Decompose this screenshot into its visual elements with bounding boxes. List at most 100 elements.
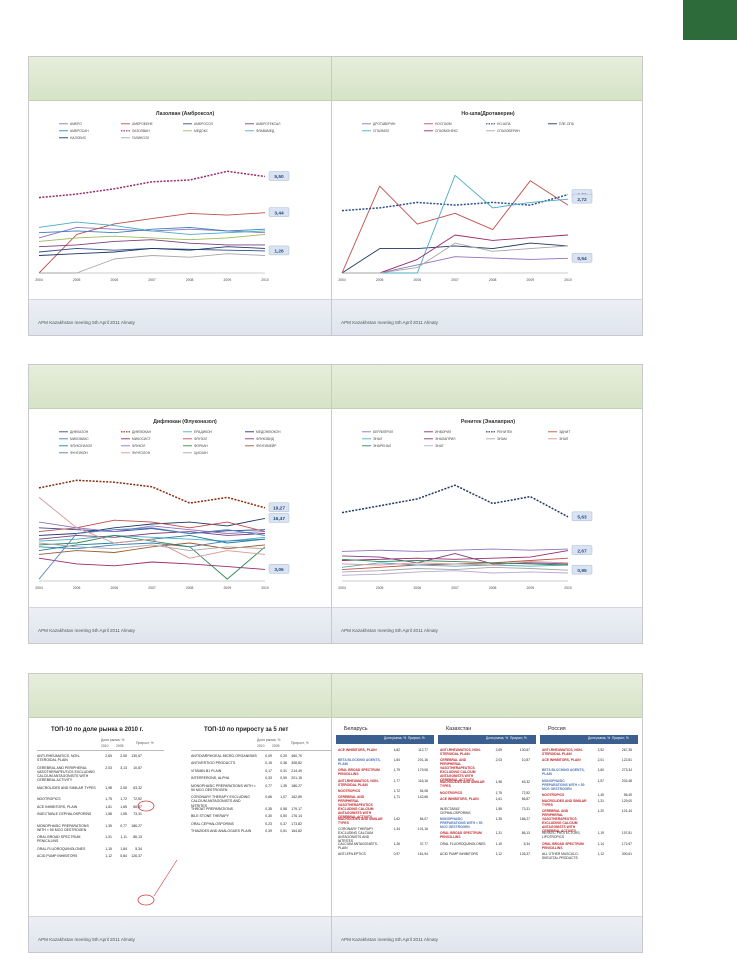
row-value: 1,35 bbox=[280, 783, 287, 788]
growth-head: Прирост, % bbox=[510, 736, 527, 740]
series-line bbox=[341, 570, 569, 576]
x-tick-label: 2007 bbox=[148, 586, 156, 590]
row-value: 86,13 bbox=[133, 835, 142, 840]
legend-label: АМБРОСАН bbox=[70, 129, 89, 133]
end-value-label: 2,67 bbox=[577, 548, 587, 554]
table-row: VITAMIN B1 PLAIN 0,17 0,31 214,49 bbox=[191, 769, 302, 773]
legend-label: МЕДОКС bbox=[194, 129, 209, 133]
country-table-header: Доля рынка, % Прирост, % bbox=[438, 735, 536, 744]
x-tick-label: 2007 bbox=[148, 278, 156, 282]
chart-title: Дифлюкан (Флуконазол) bbox=[153, 418, 217, 425]
country-row: MONOPHASIC PREPARATIONS WITH < 50 MCG OE… bbox=[440, 817, 530, 829]
footer-text: APM Kazakhstan meeting 5th April 2011 Al… bbox=[341, 320, 438, 325]
slide-diflucan: Дифлюкан (Флуконазол) ДИФЛАЗОН ДИФЛЮКАН ЕРА… bbox=[28, 364, 340, 644]
table-row: INTERFERONS, ALPHA 0,33 0,59 201,15 bbox=[191, 776, 302, 780]
row-value: 0,29 bbox=[280, 754, 287, 758]
growth-value: 142,66 bbox=[417, 795, 428, 799]
series-line bbox=[341, 484, 569, 518]
row-value: 1,65 bbox=[120, 804, 127, 809]
row-value: 2,06 bbox=[120, 785, 127, 790]
row-label: MONOPHASIC PREPARATIONS WITH < 50 MCG OE… bbox=[191, 783, 256, 792]
end-value-box bbox=[571, 511, 593, 522]
table-row: CORONARY THERAPY EXCLUDING CALCIUM ANTAG… bbox=[191, 795, 302, 808]
series-line bbox=[38, 534, 266, 580]
row-label: ANTI-EPILEPTICS bbox=[338, 851, 366, 856]
row-value: 2,06 bbox=[120, 754, 127, 758]
share-head: Доля рынка, % bbox=[486, 736, 509, 740]
end-value-label: 5,63 bbox=[577, 515, 587, 521]
growth-value: 54,08 bbox=[419, 788, 428, 793]
row-value: 201,15 bbox=[291, 776, 302, 781]
growth-value: 101,16 bbox=[417, 827, 428, 832]
row-label: ORAL BROAD SPECTRUM PENICILLINS bbox=[37, 835, 81, 844]
slide-footer: APM Kazakhstan meeting 5th April 2011 Al… bbox=[332, 299, 642, 335]
legend-label: ЭНАЛ bbox=[373, 437, 382, 441]
row-label: ANTI-RHEUMATICS, NON-STEROIDAL PLAIN bbox=[37, 754, 80, 763]
country-table-header: Доля рынка, % Прирост, % bbox=[336, 735, 434, 744]
row-label: ALL OTHER MUSCULO-SKELETAL PRODUCTS bbox=[542, 851, 579, 860]
slide-lazolvan: Лазолван (Амброксол) АМБРО АМБРОБЕНЕ АМБРОС… bbox=[28, 56, 340, 336]
table-row: MONOPHASIC PREPARATIONS WITH < 50 MCG OE… bbox=[191, 784, 302, 792]
x-tick-label: 2008 bbox=[186, 278, 194, 282]
footer-text: APM Kazakhstan meeting 5th April 2011 Al… bbox=[341, 628, 438, 633]
legend-label: ДРОТАВЕРИН bbox=[373, 122, 396, 126]
chart-title: Ренитек (Эналаприл) bbox=[461, 419, 515, 425]
country-row: CEREBRAL AND PERIPHERAL VASOTHERAPEUTICS… bbox=[440, 758, 530, 782]
country-row: NOOTROPICS 1,75 72,52 bbox=[440, 791, 530, 795]
legend-label: ФУНГОЛОН bbox=[132, 451, 151, 455]
row-label: HEPATIC PROTECTORS, LIPOTROPICS bbox=[542, 831, 581, 840]
row-label: ORAL FLUOROQUINOLONES bbox=[440, 841, 486, 846]
x-tick-label: 2004 bbox=[35, 586, 43, 590]
country-row: HEPATIC PROTECTORS, LIPOTROPICS 1,19 197,8… bbox=[542, 831, 632, 839]
country-row: ACID PUMP INHIBITORS 1,12 126,37 bbox=[440, 852, 530, 856]
growth-value: 63,32 bbox=[521, 780, 530, 785]
end-value-box bbox=[571, 193, 593, 204]
row-value: 1,15 bbox=[105, 846, 112, 851]
row-value: 0,23 bbox=[265, 821, 272, 826]
series-line bbox=[341, 548, 569, 552]
country-row: BETA BLOCKING AGENTS, PLAIN 1,60 273,34 bbox=[542, 768, 632, 776]
x-tick-label: 2009 bbox=[527, 278, 535, 282]
slide-header bbox=[332, 674, 642, 718]
x-tick-label: 2006 bbox=[414, 586, 422, 590]
share-value: 4,82 bbox=[393, 748, 400, 752]
row-label: INJECTABLE CEPHALOSPORINS bbox=[440, 807, 471, 815]
growth-value: 161,94 bbox=[417, 851, 428, 856]
legend-label: СПАЗМОЛ bbox=[373, 129, 389, 133]
legend-label: ЕРАДИКОН bbox=[194, 430, 213, 434]
end-value-box bbox=[268, 502, 290, 512]
end-value-label: 5,50 bbox=[274, 174, 284, 180]
row-value: 186,27 bbox=[131, 823, 142, 828]
end-value-label: 16,47 bbox=[273, 516, 285, 522]
row-value: 0,50 bbox=[280, 814, 287, 819]
series-line bbox=[341, 180, 569, 274]
row-value: 186,27 bbox=[291, 783, 302, 788]
share-value: 1,19 bbox=[597, 831, 604, 836]
end-value-box bbox=[571, 253, 593, 263]
legend-label: СПАЗМОНЕКС bbox=[435, 129, 459, 133]
share-value: 1,60 bbox=[597, 768, 604, 773]
end-value-box bbox=[268, 171, 290, 181]
country-row: ANTI-RHEUMATICS, NON-STEROIDAL PLAIN 1,77… bbox=[338, 779, 428, 787]
x-tick-label: 2004 bbox=[35, 278, 43, 282]
row-value: 0,09 bbox=[265, 754, 272, 758]
legend-label: РЕНИТЕК bbox=[497, 430, 512, 434]
x-tick-label: 2007 bbox=[451, 278, 459, 282]
growth-value: 267,35 bbox=[621, 748, 632, 752]
page-corner-tab bbox=[683, 0, 737, 40]
row-label: VITAMIN B1 PLAIN bbox=[191, 768, 222, 773]
country-row: CEREBRAL AND PERIPHERAL VASOTHERAPEUTICS… bbox=[338, 795, 428, 819]
row-label: MACROLIDES AND SIMILAR TYPES bbox=[338, 817, 383, 826]
end-value-label: 2,72 bbox=[577, 197, 587, 203]
legend-label: ГАЛИКСОЛ bbox=[132, 136, 149, 140]
row-value: 164,82 bbox=[291, 829, 302, 833]
legend-label: ФЛУКОНАЗОЛ bbox=[70, 444, 92, 448]
legend-label: МИКОСИСТ bbox=[132, 437, 151, 441]
row-label: CORONARY THERAPY EXCLUDING CALCIUM ANTAG… bbox=[338, 827, 374, 844]
right-share-head: Доля рынка, % bbox=[257, 738, 281, 742]
left-share-head: Доля рынка, % bbox=[101, 738, 125, 742]
series-line bbox=[341, 561, 569, 566]
series-line bbox=[38, 212, 266, 274]
row-value: 66,87 bbox=[133, 804, 142, 809]
slide-footer: APM Kazakhstan meeting 5th April 2011 Al… bbox=[29, 916, 339, 952]
